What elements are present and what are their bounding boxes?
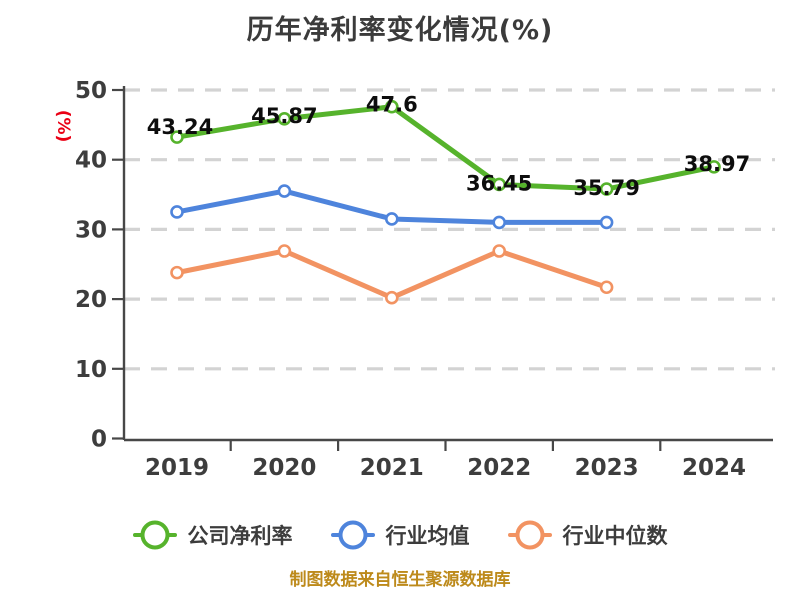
data-point-marker (599, 215, 614, 230)
legend-circle-icon (515, 520, 544, 550)
legend-item-industry-median: 行业中位数 (507, 520, 668, 550)
data-point-marker (599, 182, 614, 196)
legend-circle-icon (140, 520, 169, 550)
data-point-marker (170, 205, 184, 219)
data-point-marker (384, 212, 399, 226)
data-value-label: 35.79 (573, 176, 639, 200)
data-point-marker (599, 280, 614, 295)
data-point-marker (384, 290, 399, 305)
legend-circle-icon (338, 520, 367, 550)
data-value-label: 38.97 (684, 152, 750, 176)
x-tick-label: 2022 (467, 455, 531, 481)
data-point-marker (277, 244, 292, 258)
legend: 公司净利率 行业均值 行业中位数 (0, 511, 800, 559)
data-point-marker (384, 99, 399, 114)
y-tick-label: 50 (75, 78, 107, 104)
legend-line-marker-orange-icon (507, 520, 552, 550)
data-value-label: 36.45 (466, 171, 532, 195)
y-tick-label: 10 (75, 357, 107, 383)
data-point-marker (277, 184, 292, 198)
chart-title: 历年净利率变化情况(%) (246, 15, 554, 46)
x-tick-label: 2021 (360, 455, 424, 481)
series-line (174, 248, 610, 301)
y-tick-label: 20 (75, 287, 107, 313)
x-tick-label: 2024 (682, 455, 746, 481)
legend-label-industry-median: 行业中位数 (562, 524, 668, 548)
data-point-marker (170, 265, 184, 280)
data-point-marker (707, 160, 721, 174)
y-tick-label: 30 (75, 217, 107, 243)
data-value-label: 47.6 (366, 93, 418, 117)
x-tick-label: 2020 (252, 455, 316, 481)
data-point-marker (277, 111, 292, 126)
legend-item-company-net-margin: 公司净利率 (132, 520, 293, 550)
data-value-label: 45.87 (251, 104, 317, 128)
x-tick-label: 2019 (145, 455, 209, 481)
data-point-marker (492, 244, 507, 258)
series-line (174, 104, 717, 192)
legend-line-marker-green-icon (132, 520, 177, 550)
y-tick-label: 0 (91, 427, 107, 453)
y-tick-label: 40 (75, 148, 107, 174)
legend-line-marker-blue-icon (330, 520, 375, 550)
legend-label-company-net-margin: 公司净利率 (187, 524, 293, 548)
data-point-marker (170, 130, 184, 144)
x-tick-label: 2023 (575, 455, 639, 481)
data-value-label: 43.24 (147, 115, 213, 139)
legend-item-industry-mean: 行业均值 (330, 520, 470, 550)
data-point-marker (492, 215, 507, 230)
data-point-marker (492, 177, 507, 192)
legend-label-industry-mean: 行业均值 (385, 524, 470, 548)
source-note: 制图数据来自恒生聚源数据库 (289, 570, 511, 590)
